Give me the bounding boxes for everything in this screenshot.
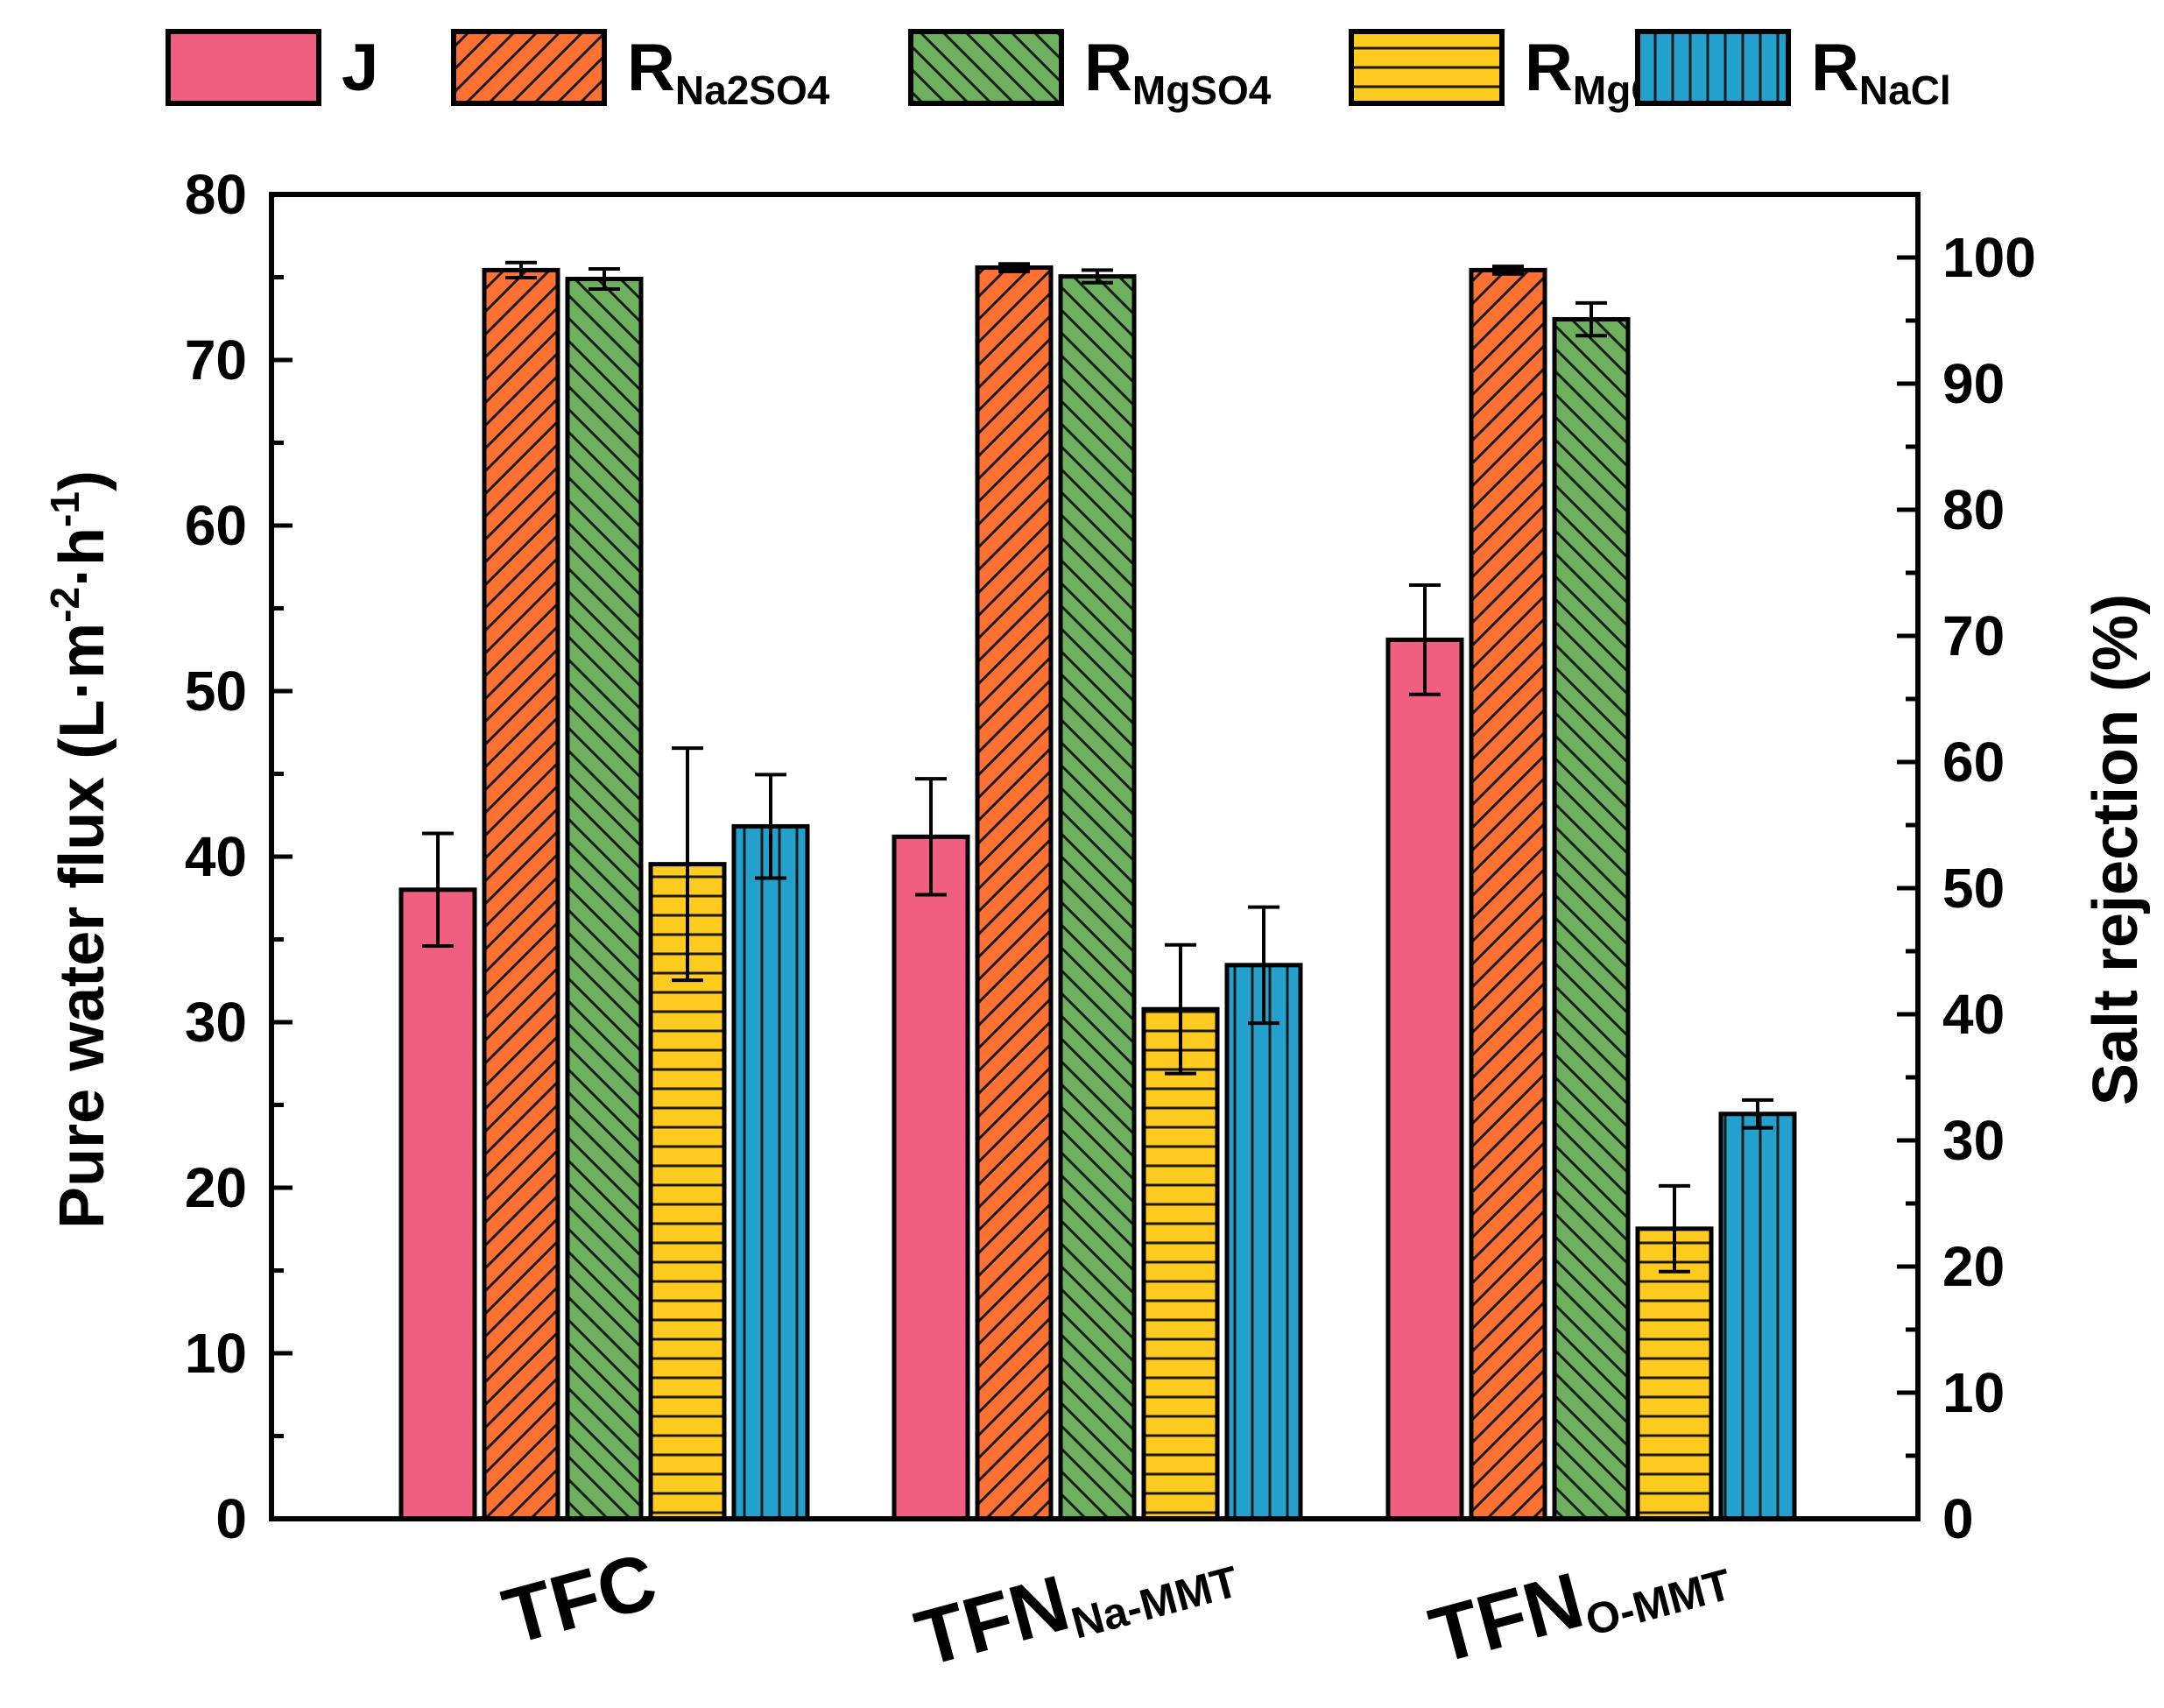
- bar-fill: [1388, 639, 1462, 1519]
- y-right-tick-label: 80: [1942, 478, 2005, 541]
- y-axis-left-label: Pure water flux (L·m-2·h-1): [42, 470, 117, 1229]
- legend-swatch: [166, 29, 321, 106]
- y-right-tick-label: 100: [1942, 226, 2036, 289]
- x-tick-label-sub: Na-MMT: [1067, 1556, 1244, 1648]
- legend-swatch-fill: [168, 32, 319, 103]
- bar-hatch: [1227, 964, 1301, 1519]
- legend-swatch-hatch: [1351, 32, 1502, 103]
- x-tick-label-sub: O-MMT: [1581, 1559, 1737, 1645]
- legend-label: RNaCl: [1811, 31, 1951, 113]
- bar-hatch: [1471, 270, 1545, 1519]
- bars-group: [398, 265, 1797, 1521]
- y-right-tick-label: 50: [1942, 857, 2005, 920]
- y-right-tick-label: 90: [1942, 352, 2005, 415]
- y-right-tick-label: 10: [1942, 1361, 2005, 1424]
- y-left-tick-label: 10: [185, 1322, 247, 1385]
- x-tick-label: TFNNa-MMT: [907, 1515, 1244, 1688]
- bar-hatch: [734, 826, 807, 1519]
- legend-swatch: [451, 29, 607, 106]
- y-left-tick-label: 60: [185, 494, 247, 557]
- legend-swatch: [1349, 29, 1505, 106]
- bar-fill: [894, 836, 968, 1519]
- legend: J RNa2SO4 RMgSO4 RMgCl2 RNaCl: [166, 29, 1951, 113]
- legend-label-main: R: [1811, 31, 1859, 105]
- y-right-tick-label: 70: [1942, 604, 2005, 667]
- y-right-tick-label: 30: [1942, 1109, 2005, 1172]
- bar-hatch: [1554, 319, 1628, 1519]
- y-left-tick-label: 0: [215, 1487, 247, 1550]
- bar-hatch: [484, 270, 558, 1519]
- y-left-tick-label: 70: [185, 328, 247, 392]
- y-left-tick-label: 30: [185, 991, 247, 1054]
- error-bars-group: [422, 260, 1773, 1274]
- left-axis: 0 10 20 30 40 50 60 70 80: [185, 163, 293, 1550]
- x-tick-label: TFC: [495, 1537, 666, 1662]
- legend-label-main: R: [1084, 31, 1132, 105]
- legend-swatch-hatch: [454, 32, 604, 103]
- y-left-tick-label: 20: [185, 1156, 247, 1219]
- legend-swatch: [1635, 29, 1791, 106]
- bar-hatch: [1721, 1113, 1794, 1519]
- legend-label: RMgSO4: [1084, 31, 1272, 113]
- y-left-tick-label: 80: [185, 163, 247, 226]
- x-tick-label-main: TFN: [1421, 1556, 1592, 1681]
- legend-label: RNa2SO4: [627, 31, 830, 113]
- legend-swatch-hatch: [911, 32, 1061, 103]
- y-axis-right-label: Salt rejection (%): [2081, 594, 2151, 1105]
- bar-fill: [401, 889, 475, 1519]
- legend-label-sub: Na2SO4: [675, 67, 830, 113]
- y-right-tick-label: 60: [1942, 730, 2005, 794]
- bar-hatch: [1144, 1009, 1217, 1519]
- y-right-tick-label: 40: [1942, 983, 2005, 1046]
- y-left-tick-label: 50: [185, 660, 247, 723]
- legend-swatch-hatch: [1638, 32, 1788, 103]
- bar-hatch: [977, 267, 1051, 1519]
- y-left-tick-label: 40: [185, 825, 247, 888]
- legend-label-sub: MgSO4: [1132, 67, 1272, 113]
- x-tick-label: TFNO-MMT: [1421, 1518, 1737, 1685]
- legend-label-main: R: [627, 31, 675, 105]
- legend-swatch: [908, 29, 1064, 106]
- x-tick-label-main: TFC: [495, 1537, 666, 1662]
- bar-hatch: [567, 279, 641, 1520]
- x-tick-label-main: TFN: [907, 1559, 1078, 1683]
- legend-label-main: R: [1525, 31, 1573, 105]
- bar-hatch: [1061, 276, 1134, 1520]
- legend-label: J: [342, 31, 378, 105]
- legend-label-main: J: [342, 31, 378, 105]
- y-right-tick-label: 20: [1942, 1235, 2005, 1298]
- right-axis: 0 10 20 30 40 50 60 70 80 90 100: [1897, 192, 2036, 1550]
- y-right-tick-label: 0: [1942, 1487, 1974, 1550]
- legend-label-sub: NaCl: [1859, 67, 1951, 113]
- x-axis-labels: TFC TFNNa-MMT TFNO-MMT: [495, 1515, 1737, 1688]
- bar-hatch: [1638, 1228, 1711, 1519]
